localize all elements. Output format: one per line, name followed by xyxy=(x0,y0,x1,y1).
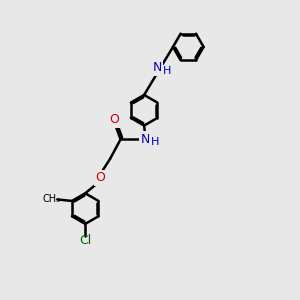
Text: H: H xyxy=(151,137,159,147)
Text: CH₃: CH₃ xyxy=(42,194,60,205)
Text: N: N xyxy=(152,61,162,74)
Text: N: N xyxy=(140,133,150,146)
Text: O: O xyxy=(110,113,120,126)
Text: Cl: Cl xyxy=(79,234,91,247)
Text: H: H xyxy=(163,66,171,76)
Text: O: O xyxy=(95,171,105,184)
